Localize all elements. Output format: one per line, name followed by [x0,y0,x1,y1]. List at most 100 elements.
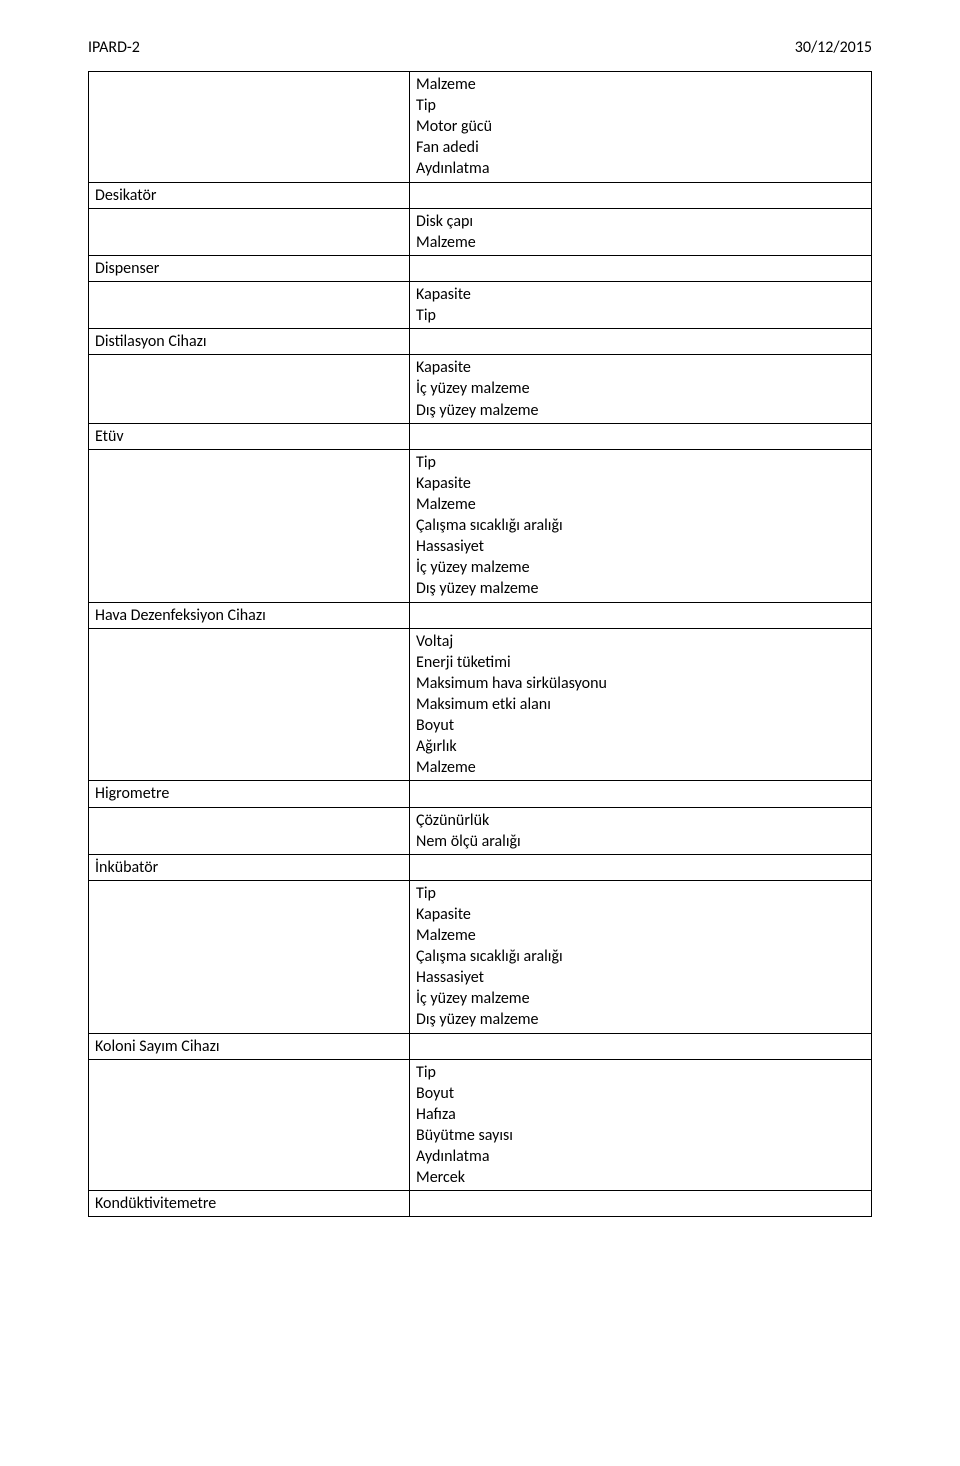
spec-line: Kapasite [416,284,867,305]
right-cell: Kapasiteİç yüzey malzemeDış yüzey malzem… [410,355,872,423]
category-label [89,629,409,633]
left-cell: Koloni Sayım Cihazı [89,1033,410,1059]
left-cell [89,208,410,255]
left-cell: Distilasyon Cihazı [89,329,410,355]
spec-line: Malzeme [416,232,867,253]
category-label: Etüv [89,424,409,449]
spec-lines [410,855,871,880]
spec-line: Motor gücü [416,116,867,137]
left-cell: İnkübatör [89,854,410,880]
right-cell: VoltajEnerji tüketimiMaksimum hava sirkü… [410,628,872,781]
spec-lines: MalzemeTipMotor gücüFan adediAydınlatma [410,72,871,182]
table-row: TipBoyutHafızaBüyütme sayısıAydınlatmaMe… [89,1059,872,1191]
category-label: Kondüktivitemetre [89,1191,409,1216]
spec-line: Malzeme [416,494,867,515]
table-row: Etüv [89,423,872,449]
spec-line: Malzeme [416,74,867,95]
category-label: Desikatör [89,183,409,208]
category-label [89,72,409,76]
spec-lines: TipKapasiteMalzemeÇalışma sıcaklığı aral… [410,881,871,1033]
spec-lines: VoltajEnerji tüketimiMaksimum hava sirkü… [410,629,871,781]
right-cell [410,423,872,449]
spec-line: Maksimum etki alanı [416,694,867,715]
table-row: İnkübatör [89,854,872,880]
table-row: ÇözünürlükNem ölçü aralığı [89,807,872,854]
category-label [89,282,409,286]
spec-line: Malzeme [416,757,867,778]
spec-lines: Kapasiteİç yüzey malzemeDış yüzey malzem… [410,355,871,422]
left-cell [89,281,410,328]
right-cell: TipKapasiteMalzemeÇalışma sıcaklığı aral… [410,449,872,602]
spec-line: Voltaj [416,631,867,652]
right-cell: ÇözünürlükNem ölçü aralığı [410,807,872,854]
spec-line: İç yüzey malzeme [416,988,867,1009]
spec-line: Çalışma sıcaklığı aralığı [416,946,867,967]
table-row: Dispenser [89,255,872,281]
category-label [89,209,409,213]
right-cell: TipKapasiteMalzemeÇalışma sıcaklığı aral… [410,880,872,1033]
spec-lines: KapasiteTip [410,282,871,328]
spec-line: Kapasite [416,473,867,494]
page-header: IPARD-2 30/12/2015 [88,38,872,57]
spec-line: İç yüzey malzeme [416,557,867,578]
spec-line: Maksimum hava sirkülasyonu [416,673,867,694]
spec-lines [410,256,871,281]
spec-line: Nem ölçü aralığı [416,831,867,852]
table-row: KapasiteTip [89,281,872,328]
spec-line: Hassasiyet [416,536,867,557]
spec-line: Tip [416,95,867,116]
table-row: TipKapasiteMalzemeÇalışma sıcaklığı aral… [89,880,872,1033]
table-row: Distilasyon Cihazı [89,329,872,355]
right-cell [410,1191,872,1217]
left-cell: Kondüktivitemetre [89,1191,410,1217]
category-label [89,881,409,885]
header-right: 30/12/2015 [795,38,872,57]
right-cell [410,329,872,355]
spec-line: Tip [416,452,867,473]
spec-line: Tip [416,305,867,326]
spec-line: Çözünürlük [416,810,867,831]
right-cell: Disk çapıMalzeme [410,208,872,255]
right-cell: MalzemeTipMotor gücüFan adediAydınlatma [410,72,872,183]
category-label [89,355,409,359]
spec-line: Boyut [416,1083,867,1104]
left-cell [89,1059,410,1191]
header-left: IPARD-2 [88,38,140,57]
table-row: Hava Dezenfeksiyon Cihazı [89,602,872,628]
right-cell: TipBoyutHafızaBüyütme sayısıAydınlatmaMe… [410,1059,872,1191]
category-label: Distilasyon Cihazı [89,329,409,354]
left-cell [89,72,410,183]
spec-lines: ÇözünürlükNem ölçü aralığı [410,808,871,854]
spec-line: Boyut [416,715,867,736]
table-row: Koloni Sayım Cihazı [89,1033,872,1059]
right-cell [410,255,872,281]
spec-lines [410,781,871,806]
table-row: TipKapasiteMalzemeÇalışma sıcaklığı aral… [89,449,872,602]
left-cell [89,449,410,602]
spec-line: Dış yüzey malzeme [416,1009,867,1030]
left-cell: Hava Dezenfeksiyon Cihazı [89,602,410,628]
table-row: Desikatör [89,182,872,208]
left-cell: Etüv [89,423,410,449]
spec-line: Dış yüzey malzeme [416,400,867,421]
spec-line: Hassasiyet [416,967,867,988]
spec-line: Enerji tüketimi [416,652,867,673]
spec-line: Malzeme [416,925,867,946]
right-cell: KapasiteTip [410,281,872,328]
spec-line: Büyütme sayısı [416,1125,867,1146]
table-row: Disk çapıMalzeme [89,208,872,255]
category-label: Higrometre [89,781,409,806]
category-label: Hava Dezenfeksiyon Cihazı [89,603,409,628]
left-cell [89,355,410,423]
spec-line: Hafıza [416,1104,867,1125]
spec-lines [410,1034,871,1059]
table-row: Kapasiteİç yüzey malzemeDış yüzey malzem… [89,355,872,423]
spec-line: Tip [416,1062,867,1083]
spec-table: MalzemeTipMotor gücüFan adediAydınlatmaD… [88,71,872,1217]
category-label [89,808,409,812]
spec-lines: TipBoyutHafızaBüyütme sayısıAydınlatmaMe… [410,1060,871,1191]
left-cell [89,628,410,781]
spec-line: Disk çapı [416,211,867,232]
spec-line: Çalışma sıcaklığı aralığı [416,515,867,536]
left-cell: Higrometre [89,781,410,807]
